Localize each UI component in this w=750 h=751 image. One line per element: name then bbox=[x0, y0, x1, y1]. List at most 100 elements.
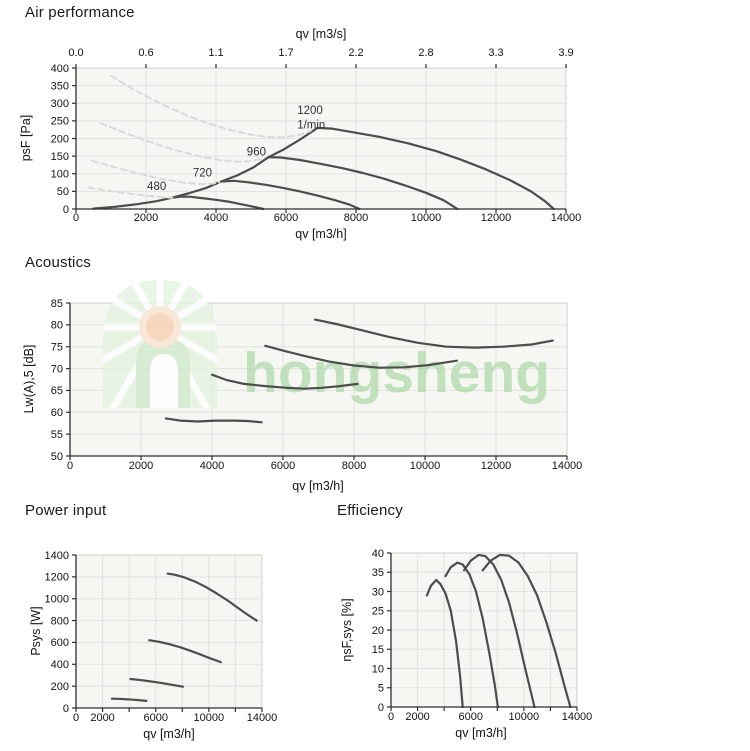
x-tick-label: 6000 bbox=[458, 711, 482, 723]
y-tick-label: 350 bbox=[51, 80, 69, 92]
watermark-logo bbox=[103, 280, 217, 408]
chart-acoustics-curves bbox=[164, 318, 554, 424]
acoustics-title: Acoustics bbox=[25, 254, 91, 271]
plot-area bbox=[76, 555, 262, 708]
y-tick-label: 55 bbox=[51, 429, 63, 441]
top-tick-label: 1.7 bbox=[278, 47, 293, 59]
x-axis-label: qv [m3/h] bbox=[292, 479, 343, 493]
top-axis-label: qv [m3/s] bbox=[296, 27, 347, 41]
curve-1200 bbox=[166, 572, 258, 622]
y-axis-label: psF [Pa] bbox=[19, 115, 33, 162]
y-tick-label: 1000 bbox=[45, 594, 69, 606]
x-tick-label: 4000 bbox=[200, 460, 224, 472]
y-tick-label: 10 bbox=[372, 663, 384, 675]
annotation-480: 480 bbox=[147, 181, 166, 193]
x-axis-label: qv [m3/h] bbox=[295, 227, 346, 241]
y-tick-label: 65 bbox=[51, 385, 63, 397]
y-tick-label: 0 bbox=[63, 703, 69, 715]
y-tick-label: 20 bbox=[372, 625, 384, 637]
x-tick-label: 2000 bbox=[405, 711, 429, 723]
x-tick-label: 10000 bbox=[509, 711, 540, 723]
chart-air: 0 2000 4000 6000 8000 10000 12000 14000 0 50 100 15… bbox=[19, 27, 581, 241]
chart-efficiency: 0 2000 6000 10000 14000 0 5 10 15 20 25 30 35 40 qv [m… bbox=[340, 548, 592, 740]
curve-960 bbox=[148, 639, 222, 664]
x-tick-label: 8000 bbox=[344, 212, 368, 224]
x-tick-label: 14000 bbox=[551, 212, 582, 224]
y-tick-label: 70 bbox=[51, 363, 63, 375]
curve-960 bbox=[463, 553, 536, 709]
x-tick-label: 12000 bbox=[481, 460, 512, 472]
y-tick-label: 200 bbox=[51, 133, 69, 145]
y-tick-label: 80 bbox=[51, 320, 63, 332]
curve-1200 bbox=[481, 553, 572, 709]
y-tick-label: 400 bbox=[51, 63, 69, 75]
annotation-960: 960 bbox=[247, 146, 266, 158]
watermark-ray bbox=[158, 280, 217, 331]
x-tick-label: 0 bbox=[73, 212, 79, 224]
curve-1200 bbox=[313, 318, 554, 349]
y-tick-label: 600 bbox=[51, 637, 69, 649]
top-tick-label: 2.2 bbox=[348, 47, 363, 59]
chart-acoustics: 0 2000 4000 6000 8000 10000 12000 14000 50 55 60 65… bbox=[22, 298, 582, 493]
curve-960 bbox=[264, 344, 458, 369]
x-tick-label: 2000 bbox=[129, 460, 153, 472]
chart-power: 0 2000 6000 10000 14000 0 200 400 600 800 1000 1200… bbox=[29, 550, 277, 741]
y-tick-label: 400 bbox=[51, 659, 69, 671]
x-tick-label: 0 bbox=[73, 712, 79, 724]
x-tick-label: 10000 bbox=[194, 712, 225, 724]
watermark-ray bbox=[158, 323, 217, 401]
x-tick-label: 2000 bbox=[90, 712, 114, 724]
y-tick-label: 75 bbox=[51, 342, 63, 354]
x-tick-label: 10000 bbox=[411, 212, 442, 224]
y-axis-label: Psys [W] bbox=[29, 606, 43, 655]
watermark-sun bbox=[146, 313, 174, 341]
curve-720-unstable bbox=[90, 159, 221, 185]
x-tick-label: 12000 bbox=[481, 212, 512, 224]
chart-efficiency-curves bbox=[425, 553, 572, 709]
y-tick-label: 85 bbox=[51, 298, 63, 310]
y-axis-label: Lw(A),5 [dB] bbox=[22, 345, 36, 414]
watermark-ray bbox=[103, 323, 162, 401]
y-tick-label: 15 bbox=[372, 644, 384, 656]
x-tick-label: 10000 bbox=[410, 460, 441, 472]
y-tick-label: 0 bbox=[378, 702, 384, 714]
top-tick-label: 0.6 bbox=[138, 47, 153, 59]
curve-480 bbox=[110, 697, 148, 702]
top-tick-label: 3.9 bbox=[558, 47, 573, 59]
power-input-title: Power input bbox=[25, 502, 107, 519]
y-tick-label: 0 bbox=[63, 204, 69, 216]
air-performance-title: Air performance bbox=[25, 4, 135, 21]
curve-480 bbox=[425, 578, 464, 709]
y-tick-label: 60 bbox=[51, 407, 63, 419]
x-axis-label: qv [m3/h] bbox=[455, 726, 506, 740]
chart-acoustics-axes bbox=[69, 303, 567, 457]
chart-air-curves bbox=[87, 74, 555, 211]
curve-1200-unstable bbox=[110, 74, 312, 139]
y-tick-label: 150 bbox=[51, 151, 69, 163]
y-tick-label: 25 bbox=[372, 606, 384, 618]
y-tick-label: 5 bbox=[378, 683, 384, 695]
top-tick-label: 1.1 bbox=[208, 47, 223, 59]
x-tick-label: 0 bbox=[388, 711, 394, 723]
curve-960-unstable bbox=[99, 122, 263, 163]
chart-power-background bbox=[75, 554, 263, 709]
x-tick-label: 6000 bbox=[271, 460, 295, 472]
curve-480 bbox=[164, 417, 263, 424]
watermark-ray bbox=[103, 280, 162, 331]
x-tick-label: 4000 bbox=[204, 212, 228, 224]
x-tick-label: 8000 bbox=[342, 460, 366, 472]
x-tick-label: 2000 bbox=[134, 212, 158, 224]
chart-power-axes bbox=[75, 555, 262, 709]
x-tick-label: 6000 bbox=[274, 212, 298, 224]
annotation-720: 720 bbox=[193, 168, 212, 180]
curve-720 bbox=[210, 373, 359, 390]
top-tick-label: 0.0 bbox=[68, 47, 83, 59]
top-tick-label: 2.8 bbox=[418, 47, 433, 59]
watermark-ray bbox=[103, 280, 164, 329]
x-tick-label: 14000 bbox=[562, 711, 593, 723]
y-tick-label: 800 bbox=[51, 615, 69, 627]
curve-480 bbox=[171, 195, 265, 211]
efficiency-title: Efficiency bbox=[337, 502, 403, 519]
